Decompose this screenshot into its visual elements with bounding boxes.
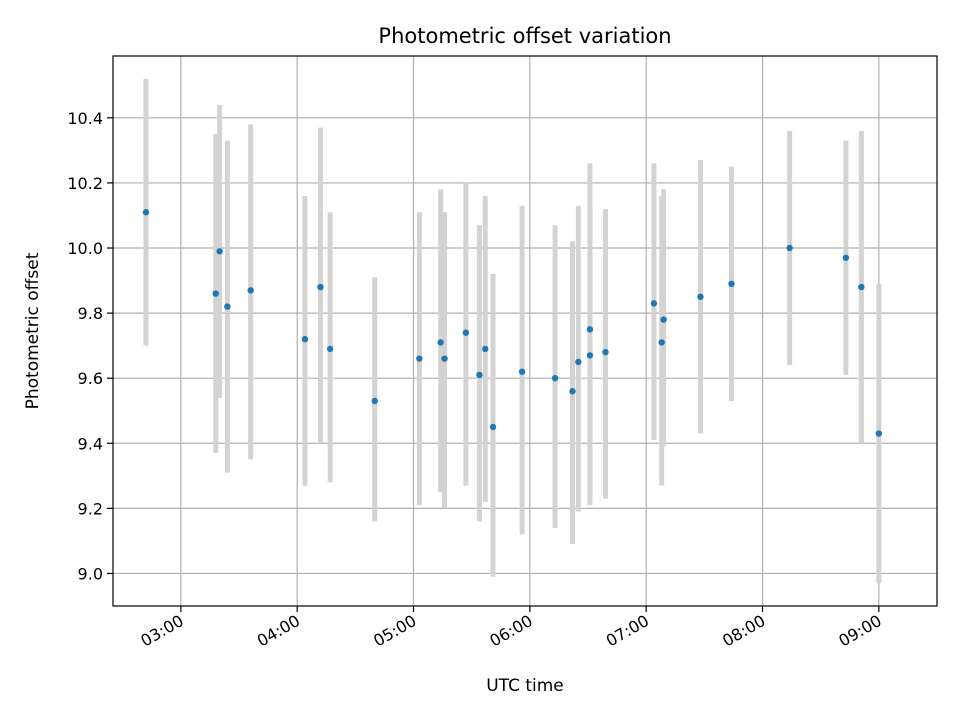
data-point [317,283,324,291]
data-point [441,355,448,362]
data-point [586,352,594,359]
data-point [518,368,526,375]
y-tick-label: 10.4 [67,109,103,128]
data-point [650,300,658,307]
y-tick-label: 10.2 [67,174,103,193]
data-point [586,326,594,333]
point-layer [142,209,883,437]
y-tick-label: 9.8 [78,304,103,323]
y-tick-label: 9.4 [78,434,103,453]
y-tick-label: 9.6 [78,369,103,388]
data-point [462,329,470,336]
data-point [371,397,378,405]
data-point [476,371,483,379]
y-axis-label: Photometric offset [23,252,43,409]
data-point [660,316,667,323]
data-point [326,345,334,353]
plot-frame [112,55,938,607]
y-tick-label: 10.0 [67,239,103,258]
data-point [212,290,219,297]
data-point [482,345,489,353]
y-tick-label: 9.0 [78,564,103,583]
data-point [437,339,444,346]
data-point [697,293,704,301]
data-point [786,244,793,252]
data-point [602,348,609,356]
data-point [551,374,559,382]
data-point [858,283,865,291]
chart-title: Photometric offset variation [378,24,671,48]
y-tick-label: 9.2 [78,499,103,518]
grid-layer [113,56,937,606]
data-point [489,423,497,431]
data-point [569,388,576,395]
data-point [875,430,883,437]
data-point [728,280,735,288]
data-point [224,303,231,310]
x-axis-label: UTC time [486,676,564,696]
data-point [216,248,223,255]
data-point [247,287,254,294]
data-point [842,254,850,261]
data-point [575,358,582,366]
data-point [301,335,309,343]
data-point [142,209,150,216]
data-point [416,355,423,362]
data-point [658,339,665,346]
